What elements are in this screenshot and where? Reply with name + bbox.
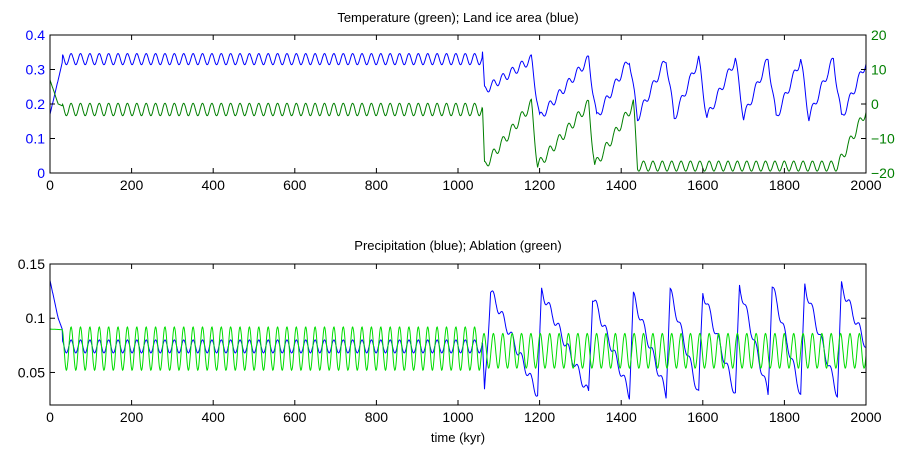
x-tick-label: 400 [202,409,226,425]
top-chart-plot-area [49,34,867,174]
x-tick-label: 1800 [769,409,800,425]
x-tick-label: 600 [283,177,307,193]
series-line-1 [50,326,867,372]
top-chart-lines [49,51,867,172]
y-tick-label: 0.1 [26,310,46,326]
top-chart-title: Temperature (green); Land ice area (blue… [337,10,578,25]
series-line-1 [49,79,867,172]
bottom-chart-title: Precipitation (blue); Ablation (green) [354,238,561,253]
y-tick-label: 0 [37,165,45,181]
x-tick-label: 1800 [769,177,800,193]
x-tick-label: 400 [202,177,226,193]
x-tick-label: 1400 [606,409,637,425]
y-tick-label: 0.4 [26,27,46,43]
x-tick-label: 0 [46,177,54,193]
bottom-chart: Precipitation (blue); Ablation (green) 0… [18,238,882,445]
x-tick-label: 800 [365,409,389,425]
x-tick-label: 1400 [606,177,637,193]
bottom-chart-y-ticks: 0.05 0.1 0.15 [18,256,866,380]
bottom-chart-lines [49,280,867,400]
series-line-0 [49,51,867,122]
top-chart: Temperature (green); Land ice area (blue… [26,10,895,193]
x-tick-label: 200 [120,409,144,425]
x-tick-label: 600 [283,409,307,425]
y-right-tick-label: −20 [871,165,895,181]
x-tick-label: 1000 [442,409,473,425]
x-tick-label: 200 [120,177,144,193]
x-tick-label: 1600 [687,409,718,425]
y-right-tick-label: −10 [871,131,895,147]
x-tick-label: 2000 [850,409,881,425]
x-tick-label: 1000 [442,177,473,193]
x-tick-label: 1200 [524,177,555,193]
y-tick-label: 0.15 [18,256,45,272]
x-tick-label: 0 [46,409,54,425]
y-tick-label: 0.2 [26,96,46,112]
bottom-chart-x-ticks: 0 200 400 600 800 1000 1200 1400 1600 1800 2000 [46,264,882,425]
y-tick-label: 0.1 [26,131,46,147]
y-right-tick-label: 0 [871,96,879,112]
x-tick-label: 800 [365,177,389,193]
y-right-tick-label: 20 [871,27,887,43]
y-tick-label: 0.05 [18,364,45,380]
top-chart-y-right-ticks: −20 −10 0 10 20 [861,27,895,181]
top-chart-x-ticks: 0 200 400 600 800 1000 1200 1400 1600 1800 2000 [46,35,882,193]
x-tick-label: 1200 [524,409,555,425]
x-tick-label: 2000 [850,177,881,193]
top-chart-y-left-ticks: 0 0.1 0.2 0.3 0.4 [26,27,55,181]
y-right-tick-label: 10 [871,62,887,78]
x-tick-label: 1600 [687,177,718,193]
bottom-chart-x-label: time (kyr) [431,430,485,445]
y-tick-label: 0.3 [26,62,46,78]
bottom-chart-plot-area [49,263,867,406]
